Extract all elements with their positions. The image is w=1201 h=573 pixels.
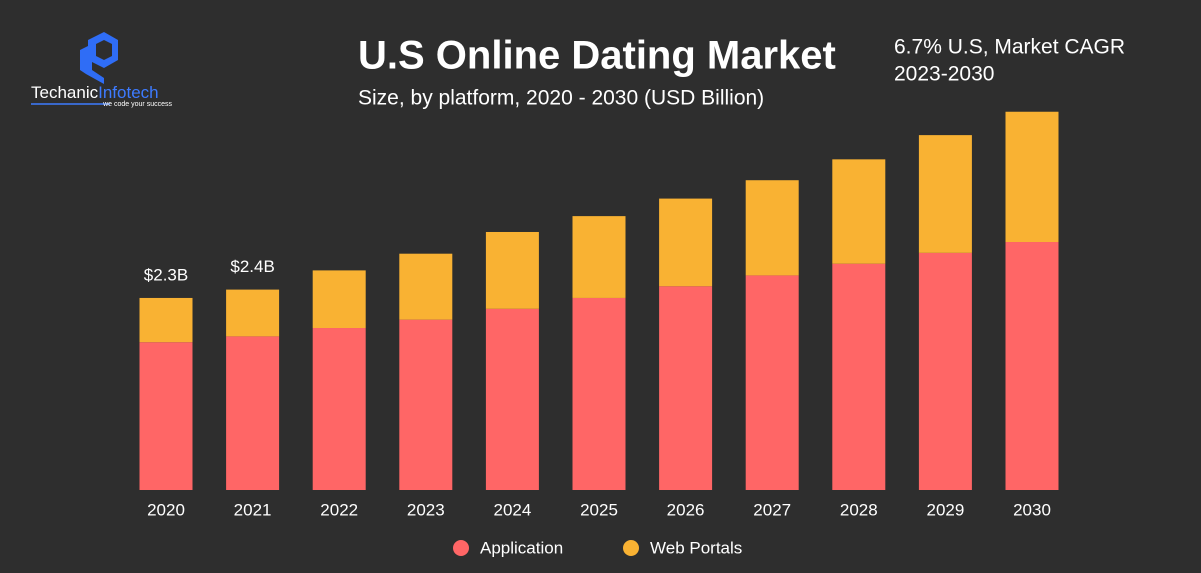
x-tick-label: 2028	[840, 500, 878, 519]
bar-segment	[485, 308, 539, 490]
annotation: 2023-2030	[894, 63, 994, 86]
bar-segment	[572, 297, 626, 490]
x-tick-label: 2020	[147, 500, 185, 519]
legend-label: Web Portals	[650, 538, 742, 557]
bar-segment	[312, 270, 366, 329]
x-tick-label: 2021	[234, 500, 272, 519]
bar-segment	[226, 336, 280, 490]
bar-segment	[399, 253, 453, 320]
logo-tagline: we code your success	[102, 101, 172, 108]
bar-segment	[226, 289, 280, 337]
legend-swatch	[623, 540, 639, 556]
total-label: $2.3B	[144, 265, 188, 284]
bar-segment	[745, 275, 799, 490]
chart-subtitle: Size, by platform, 2020 - 2030 (USD Bill…	[358, 87, 764, 110]
bar-segment	[139, 342, 193, 490]
x-tick-label: 2024	[493, 500, 531, 519]
chart-title: U.S Online Dating Market	[358, 34, 836, 78]
bar-segment	[1005, 242, 1059, 490]
logo-icon	[88, 32, 118, 68]
x-tick-label: 2026	[667, 500, 705, 519]
bar-segment	[832, 159, 886, 264]
bar-segment	[918, 252, 972, 490]
legend-label: Application	[480, 538, 563, 557]
bar-segment	[485, 231, 539, 309]
bar-segment	[1005, 111, 1059, 243]
x-tick-label: 2030	[1013, 500, 1051, 519]
bar-segment	[659, 286, 713, 490]
bar-segment	[312, 328, 366, 490]
x-tick-label: 2025	[580, 500, 618, 519]
bar-segment	[745, 180, 799, 276]
bar-segment	[659, 198, 713, 287]
logo: TechanicInfotech we code your success	[31, 32, 172, 108]
bar-segment	[572, 216, 626, 298]
bar-segment	[139, 297, 193, 343]
logo-name-b: Infotech	[98, 83, 159, 102]
total-label: $2.4B	[230, 257, 274, 276]
x-tick-label: 2022	[320, 500, 358, 519]
logo-name-a: Techanic	[31, 83, 99, 102]
bar-segment	[918, 135, 972, 253]
legend-swatch	[453, 540, 469, 556]
logo-name: TechanicInfotech	[31, 83, 159, 102]
logo-icon-part	[80, 44, 104, 84]
x-tick-label: 2029	[926, 500, 964, 519]
annotation: 6.7% U.S, Market CAGR	[894, 36, 1125, 59]
x-tick-label: 2027	[753, 500, 791, 519]
bar-segment	[832, 263, 886, 490]
x-tick-label: 2023	[407, 500, 445, 519]
bar-segment	[399, 319, 453, 490]
